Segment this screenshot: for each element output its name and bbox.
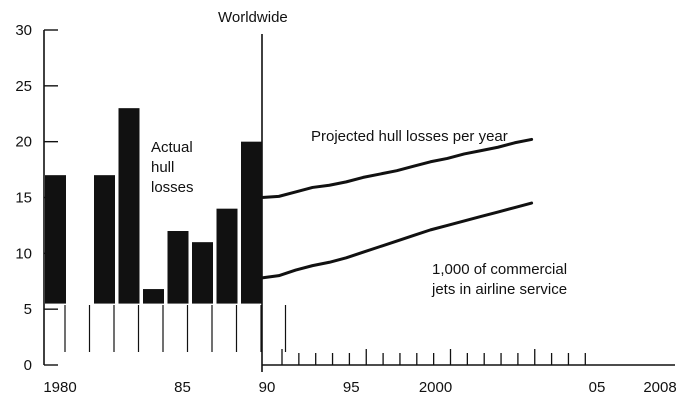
bar-annotation: Actual hull losses: [151, 139, 194, 196]
x-tick-label: 95: [343, 379, 360, 396]
x-tick-label: 1980: [43, 379, 76, 396]
bar: [216, 208, 238, 304]
x-tick-label: 90: [259, 379, 276, 396]
y-tick-label: 15: [15, 190, 32, 207]
x-tick-label: 2008: [643, 379, 676, 396]
series-line: [260, 201, 534, 280]
bar: [167, 231, 189, 304]
series-label-jets-line: 1,000 of commercial: [432, 261, 567, 278]
series-label-jets: 1,000 of commercial jets in airline servi…: [431, 261, 567, 298]
bar: [241, 141, 262, 304]
series-label-projected-line: Projected hull losses per year: [311, 128, 508, 145]
y-tick-label: 20: [15, 134, 32, 151]
y-tick-label: 10: [15, 245, 32, 262]
y-tick-label: 30: [15, 22, 32, 39]
y-axis-ticks: 0 5 10 15 20 25 30: [15, 22, 58, 374]
bar: [118, 108, 140, 304]
series-label-jets-line: jets in airline service: [431, 281, 567, 298]
bar: [192, 242, 213, 304]
chart-title: Worldwide: [218, 9, 288, 26]
bar: [45, 175, 66, 304]
y-tick-label: 5: [24, 301, 32, 318]
x-tick-label: 85: [174, 379, 191, 396]
y-tick-label: 25: [15, 78, 32, 95]
x-tick-label: 05: [589, 379, 606, 396]
line-series: [260, 137, 534, 280]
x-axis-ticks: 1980 85 90 95 2000 05 2008: [43, 305, 677, 396]
series-label-projected: Projected hull losses per year: [311, 128, 508, 145]
series-line: [260, 137, 534, 199]
bar-annotation-line: hull: [151, 159, 174, 176]
bar-series: [45, 108, 262, 304]
y-tick-label: 0: [24, 357, 32, 374]
bar: [94, 175, 115, 304]
bar: [143, 289, 164, 304]
bar-annotation-line: Actual: [151, 139, 193, 156]
annotations: Actual hull losses Projected hull losses pe…: [151, 128, 567, 298]
bar-annotation-line: losses: [151, 179, 194, 196]
x-tick-label: 2000: [419, 379, 452, 396]
